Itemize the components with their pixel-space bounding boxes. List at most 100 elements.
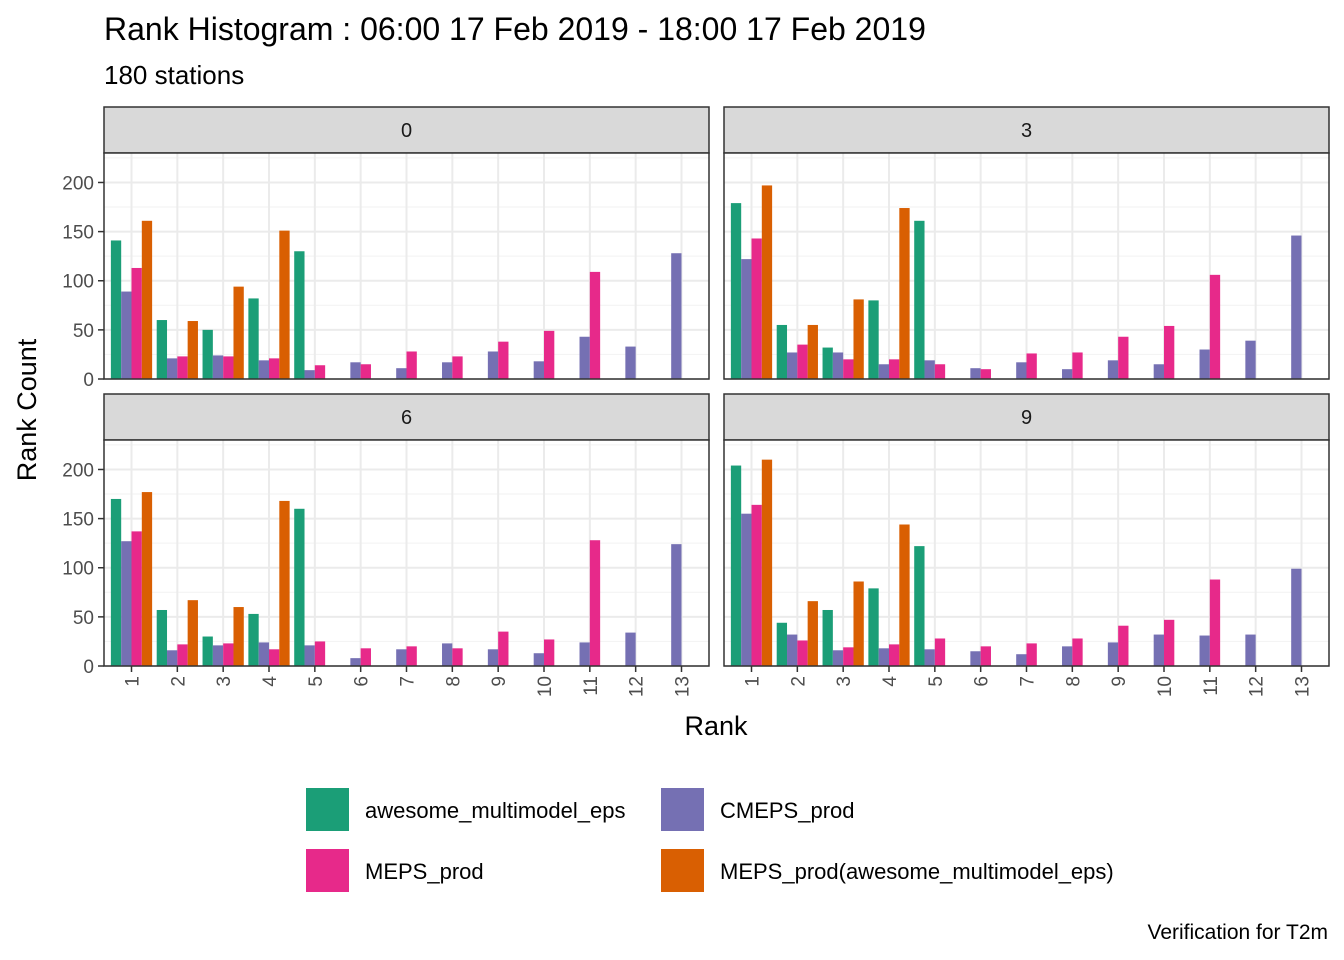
bar-awesome_multimodel_eps-rank-4 [868,588,879,666]
y-tick-label: 50 [73,321,94,342]
legend-key [661,788,704,831]
bar-MEPS_prod-rank-10 [544,639,555,666]
bar-CMEPS_prod-rank-4 [258,360,269,379]
x-tick-label: 5 [306,676,327,687]
bar-MEPS_prod-rank-2 [797,640,808,666]
y-tick-label: 50 [73,608,94,629]
bar-CMEPS_prod-rank-10 [533,653,544,666]
legend-item: CMEPS_prod [661,788,855,831]
bar-CMEPS_prod-rank-11 [579,336,590,379]
bar-MEPS_prod(awesome_multimodel_eps)-rank-1 [141,492,153,666]
bar-CMEPS_prod-rank-6 [350,362,361,379]
x-tick-label: 13 [1293,676,1314,697]
bar-MEPS_prod-rank-2 [177,356,188,379]
bar-CMEPS_prod-rank-4 [258,642,269,666]
bar-MEPS_prod(awesome_multimodel_eps)-rank-2 [807,324,818,379]
bar-MEPS_prod-rank-11 [1209,274,1221,379]
y-tick-label: 200 [62,460,94,481]
bar-CMEPS_prod-rank-6 [970,651,981,666]
bar-MEPS_prod(awesome_multimodel_eps)-rank-2 [187,600,198,666]
bar-CMEPS_prod-rank-3 [212,355,224,379]
bar-MEPS_prod(awesome_multimodel_eps)-rank-3 [853,299,864,379]
legend-key [306,849,349,892]
bar-MEPS_prod-rank-8 [1072,352,1083,379]
x-tick-label: 3 [834,676,855,687]
bar-CMEPS_prod-rank-10 [533,361,544,379]
bar-MEPS_prod-rank-10 [544,330,555,379]
legend-item: MEPS_prod [306,849,484,892]
legend-item: awesome_multimodel_eps [306,788,625,831]
bar-MEPS_prod(awesome_multimodel_eps)-rank-1 [761,459,773,666]
bar-MEPS_prod-rank-11 [589,271,601,379]
bar-CMEPS_prod-rank-2 [167,358,178,379]
bar-CMEPS_prod-rank-5 [304,645,315,666]
bar-MEPS_prod-rank-1 [751,504,762,666]
chart-caption: Verification for T2m [1147,921,1328,944]
bar-MEPS_prod-rank-1 [131,267,142,379]
bar-awesome_multimodel_eps-rank-3 [822,347,833,379]
bar-MEPS_prod(awesome_multimodel_eps)-rank-2 [187,321,198,379]
bar-MEPS_prod-rank-7 [406,646,417,666]
bar-CMEPS_prod-rank-4 [878,364,889,379]
bar-CMEPS_prod-rank-13 [1291,235,1302,379]
bar-MEPS_prod-rank-8 [452,648,463,666]
legend: awesome_multimodel_eps CMEPS_prod MEPS_pro… [306,788,1114,892]
facet-strip-label: 6 [401,407,412,429]
bar-CMEPS_prod-rank-12 [1245,634,1256,666]
bar-awesome_multimodel_eps-rank-4 [248,298,259,379]
bar-awesome_multimodel_eps-rank-2 [776,324,788,379]
bar-MEPS_prod-rank-1 [751,238,762,379]
x-tick-label: 2 [168,676,189,687]
bar-CMEPS_prod-rank-1 [741,513,752,666]
bar-CMEPS_prod-rank-2 [167,650,178,666]
bar-MEPS_prod-rank-6 [360,364,371,379]
bar-MEPS_prod-rank-7 [1026,353,1037,379]
legend-item: MEPS_prod(awesome_multimodel_eps) [661,849,1114,892]
chart-subtitle: 180 stations [104,60,244,90]
facet-strip-label: 3 [1021,120,1032,142]
bar-MEPS_prod-rank-8 [1072,638,1083,666]
x-tick-label: 1 [123,676,144,687]
legend-key [661,849,704,892]
bar-MEPS_prod-rank-4 [889,359,900,379]
bar-awesome_multimodel_eps-rank-5 [294,508,305,666]
bar-CMEPS_prod-rank-11 [579,642,590,666]
bar-CMEPS_prod-rank-7 [396,649,407,666]
x-tick-label: 4 [260,676,281,687]
x-tick-label: 12 [627,676,648,697]
bar-MEPS_prod(awesome_multimodel_eps)-rank-3 [853,581,864,666]
bar-MEPS_prod-rank-5 [934,638,946,666]
bar-awesome_multimodel_eps-rank-4 [868,300,879,379]
bar-CMEPS_prod-rank-8 [1062,369,1073,379]
bar-MEPS_prod(awesome_multimodel_eps)-rank-4 [279,500,290,666]
bar-CMEPS_prod-rank-10 [1153,364,1164,379]
x-tick-label: 8 [443,676,464,687]
bar-CMEPS_prod-rank-6 [350,658,361,666]
bar-CMEPS_prod-rank-5 [924,360,935,379]
bar-awesome_multimodel_eps-rank-2 [776,622,788,666]
bar-CMEPS_prod-rank-5 [304,370,315,379]
bar-MEPS_prod-rank-1 [131,531,142,666]
bar-MEPS_prod-rank-11 [1209,579,1221,666]
bar-awesome_multimodel_eps-rank-3 [202,636,213,666]
bar-awesome_multimodel_eps-rank-3 [202,329,213,379]
bar-CMEPS_prod-rank-10 [1153,634,1164,666]
bar-CMEPS_prod-rank-5 [924,649,935,666]
bar-awesome_multimodel_eps-rank-5 [914,546,925,666]
bar-CMEPS_prod-rank-2 [787,352,798,379]
bar-MEPS_prod-rank-9 [498,341,509,379]
y-tick-label: 0 [83,657,94,678]
x-tick-label: 2 [788,676,809,687]
bar-CMEPS_prod-rank-12 [1245,340,1256,379]
panel-border [723,152,1330,380]
x-tick-label: 9 [1109,676,1130,687]
facet-strip [103,106,710,154]
bar-CMEPS_prod-rank-8 [1062,646,1073,666]
bar-MEPS_prod-rank-2 [177,644,188,666]
bar-awesome_multimodel_eps-rank-5 [294,251,305,379]
bar-CMEPS_prod-rank-3 [832,650,844,666]
bar-MEPS_prod-rank-4 [269,649,280,666]
facet-panel-3: 3 [723,106,1330,380]
bar-CMEPS_prod-rank-1 [741,259,752,379]
